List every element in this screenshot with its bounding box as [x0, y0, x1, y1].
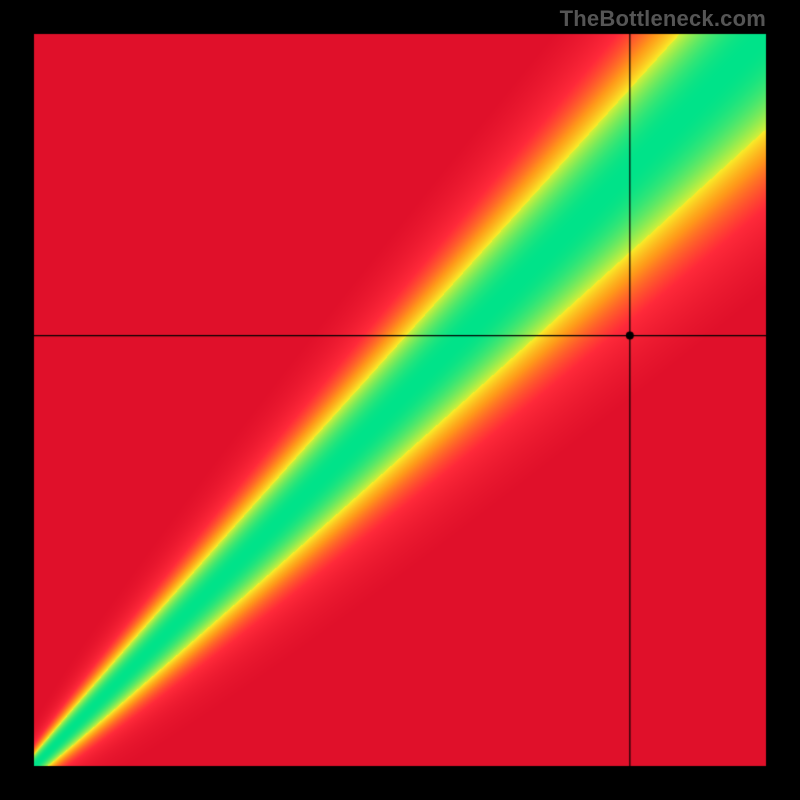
- chart-container: TheBottleneck.com: [0, 0, 800, 800]
- watermark-text: TheBottleneck.com: [560, 6, 766, 32]
- bottleneck-heatmap: [0, 0, 800, 800]
